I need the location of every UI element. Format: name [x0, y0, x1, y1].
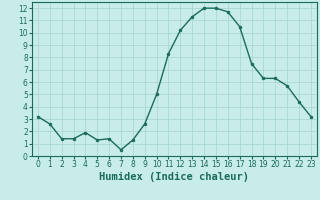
X-axis label: Humidex (Indice chaleur): Humidex (Indice chaleur): [100, 172, 249, 182]
